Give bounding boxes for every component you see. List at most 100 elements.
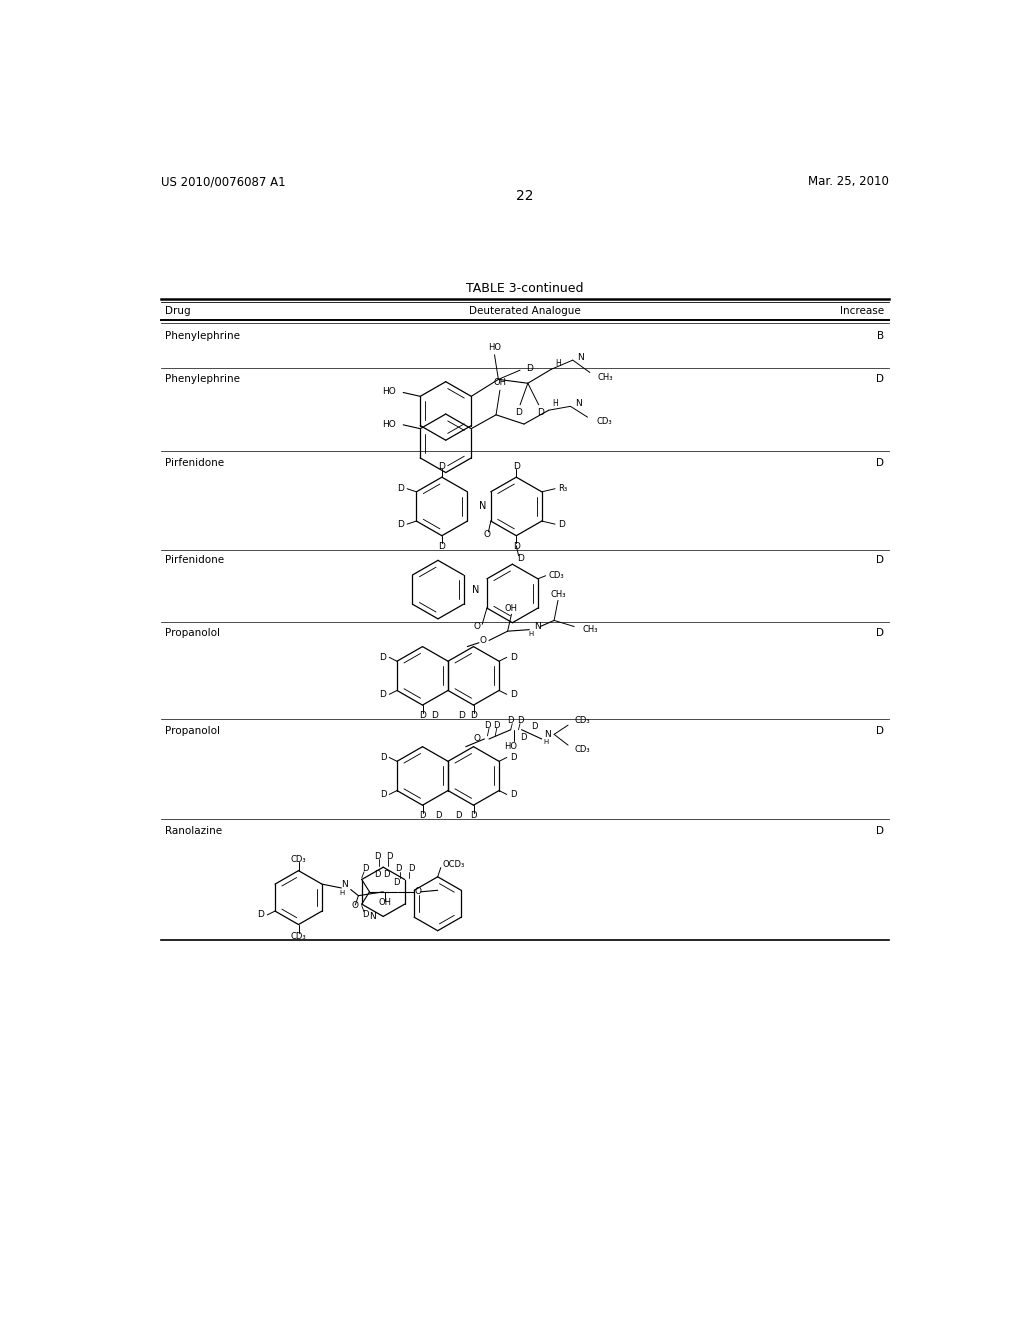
Text: D: D [484, 721, 490, 730]
Text: D: D [379, 653, 386, 661]
Text: CH₃: CH₃ [598, 372, 613, 381]
Text: O: O [351, 902, 358, 911]
Text: D: D [513, 462, 520, 471]
Text: CD₃: CD₃ [574, 746, 590, 754]
Text: OH: OH [494, 378, 507, 387]
Text: D: D [419, 812, 426, 821]
Text: D: D [513, 543, 520, 550]
Text: Drug: Drug [165, 306, 190, 315]
Text: D: D [510, 690, 517, 698]
Text: D: D [380, 752, 386, 762]
Text: TABLE 3-continued: TABLE 3-continued [466, 281, 584, 294]
Text: D: D [362, 865, 369, 874]
Text: D: D [517, 554, 523, 564]
Text: HO: HO [382, 387, 395, 396]
Text: D: D [431, 711, 437, 721]
Text: D: D [374, 870, 381, 879]
Text: H: H [543, 739, 548, 744]
Text: Phenylephrine: Phenylephrine [165, 330, 241, 341]
Text: D: D [395, 865, 401, 874]
Text: D: D [558, 520, 565, 528]
Text: D: D [537, 408, 544, 417]
Text: H: H [340, 890, 345, 895]
Text: D: D [470, 812, 477, 821]
Text: CH₃: CH₃ [550, 590, 565, 599]
Text: D: D [510, 752, 516, 762]
Text: D: D [257, 911, 264, 920]
Text: D: D [530, 722, 538, 731]
Text: 22: 22 [516, 189, 534, 203]
Text: D: D [362, 911, 369, 920]
Text: D: D [494, 721, 500, 730]
Text: Phenylephrine: Phenylephrine [165, 375, 241, 384]
Text: CD₃: CD₃ [549, 572, 564, 581]
Text: D: D [435, 812, 441, 821]
Text: D: D [397, 484, 404, 494]
Text: N: N [534, 622, 541, 631]
Text: B: B [878, 330, 885, 341]
Text: O: O [474, 622, 480, 631]
Text: CD₃: CD₃ [291, 932, 306, 941]
Text: D: D [510, 789, 516, 799]
Text: O: O [474, 734, 481, 743]
Text: Pirfenidone: Pirfenidone [165, 458, 224, 467]
Text: Mar. 25, 2010: Mar. 25, 2010 [808, 176, 889, 189]
Text: CH₃: CH₃ [582, 626, 598, 634]
Text: CD₃: CD₃ [291, 854, 306, 863]
Text: D: D [510, 653, 517, 661]
Text: Pirfenidone: Pirfenidone [165, 556, 224, 565]
Text: CD₃: CD₃ [597, 417, 612, 426]
Text: D: D [383, 870, 390, 879]
Text: D: D [877, 726, 885, 737]
Text: D: D [517, 715, 523, 725]
Text: N: N [369, 912, 376, 921]
Text: D: D [397, 520, 404, 528]
Text: D: D [470, 711, 477, 721]
Text: N: N [471, 585, 479, 594]
Text: N: N [575, 399, 582, 408]
Text: D: D [877, 375, 885, 384]
Text: N: N [545, 730, 551, 739]
Text: D: D [380, 789, 386, 799]
Text: Ranolazine: Ranolazine [165, 826, 222, 837]
Text: D: D [877, 556, 885, 565]
Text: D: D [379, 690, 386, 698]
Text: D: D [515, 408, 522, 417]
Text: O: O [414, 887, 421, 896]
Text: D: D [526, 364, 534, 374]
Text: D: D [386, 851, 392, 861]
Text: O: O [483, 531, 490, 540]
Text: D: D [508, 715, 514, 725]
Text: US 2010/0076087 A1: US 2010/0076087 A1 [161, 176, 285, 189]
Text: Increase: Increase [841, 306, 885, 315]
Text: N: N [479, 502, 486, 511]
Text: OH: OH [379, 898, 391, 907]
Text: H: H [555, 359, 561, 368]
Text: H: H [553, 399, 558, 408]
Text: OH: OH [505, 603, 518, 612]
Text: D: D [877, 826, 885, 837]
Text: R₃: R₃ [558, 484, 567, 494]
Text: Propanolol: Propanolol [165, 726, 220, 737]
Text: D: D [419, 711, 426, 721]
Text: H: H [528, 631, 534, 638]
Text: D: D [459, 711, 465, 721]
Text: HO: HO [488, 343, 501, 351]
Text: OCD₃: OCD₃ [442, 861, 465, 869]
Text: D: D [438, 543, 445, 550]
Text: Propanolol: Propanolol [165, 628, 220, 639]
Text: Deuterated Analogue: Deuterated Analogue [469, 306, 581, 315]
Text: HO: HO [504, 742, 517, 751]
Text: HO: HO [382, 420, 395, 429]
Text: D: D [520, 733, 526, 742]
Text: D: D [393, 878, 399, 887]
Text: D: D [374, 851, 380, 861]
Text: N: N [578, 352, 584, 362]
Text: O: O [479, 636, 486, 645]
Text: N: N [341, 880, 348, 890]
Text: D: D [455, 812, 461, 821]
Text: D: D [877, 458, 885, 467]
Text: D: D [408, 865, 414, 874]
Text: D: D [438, 462, 445, 471]
Text: CD₃: CD₃ [574, 715, 590, 725]
